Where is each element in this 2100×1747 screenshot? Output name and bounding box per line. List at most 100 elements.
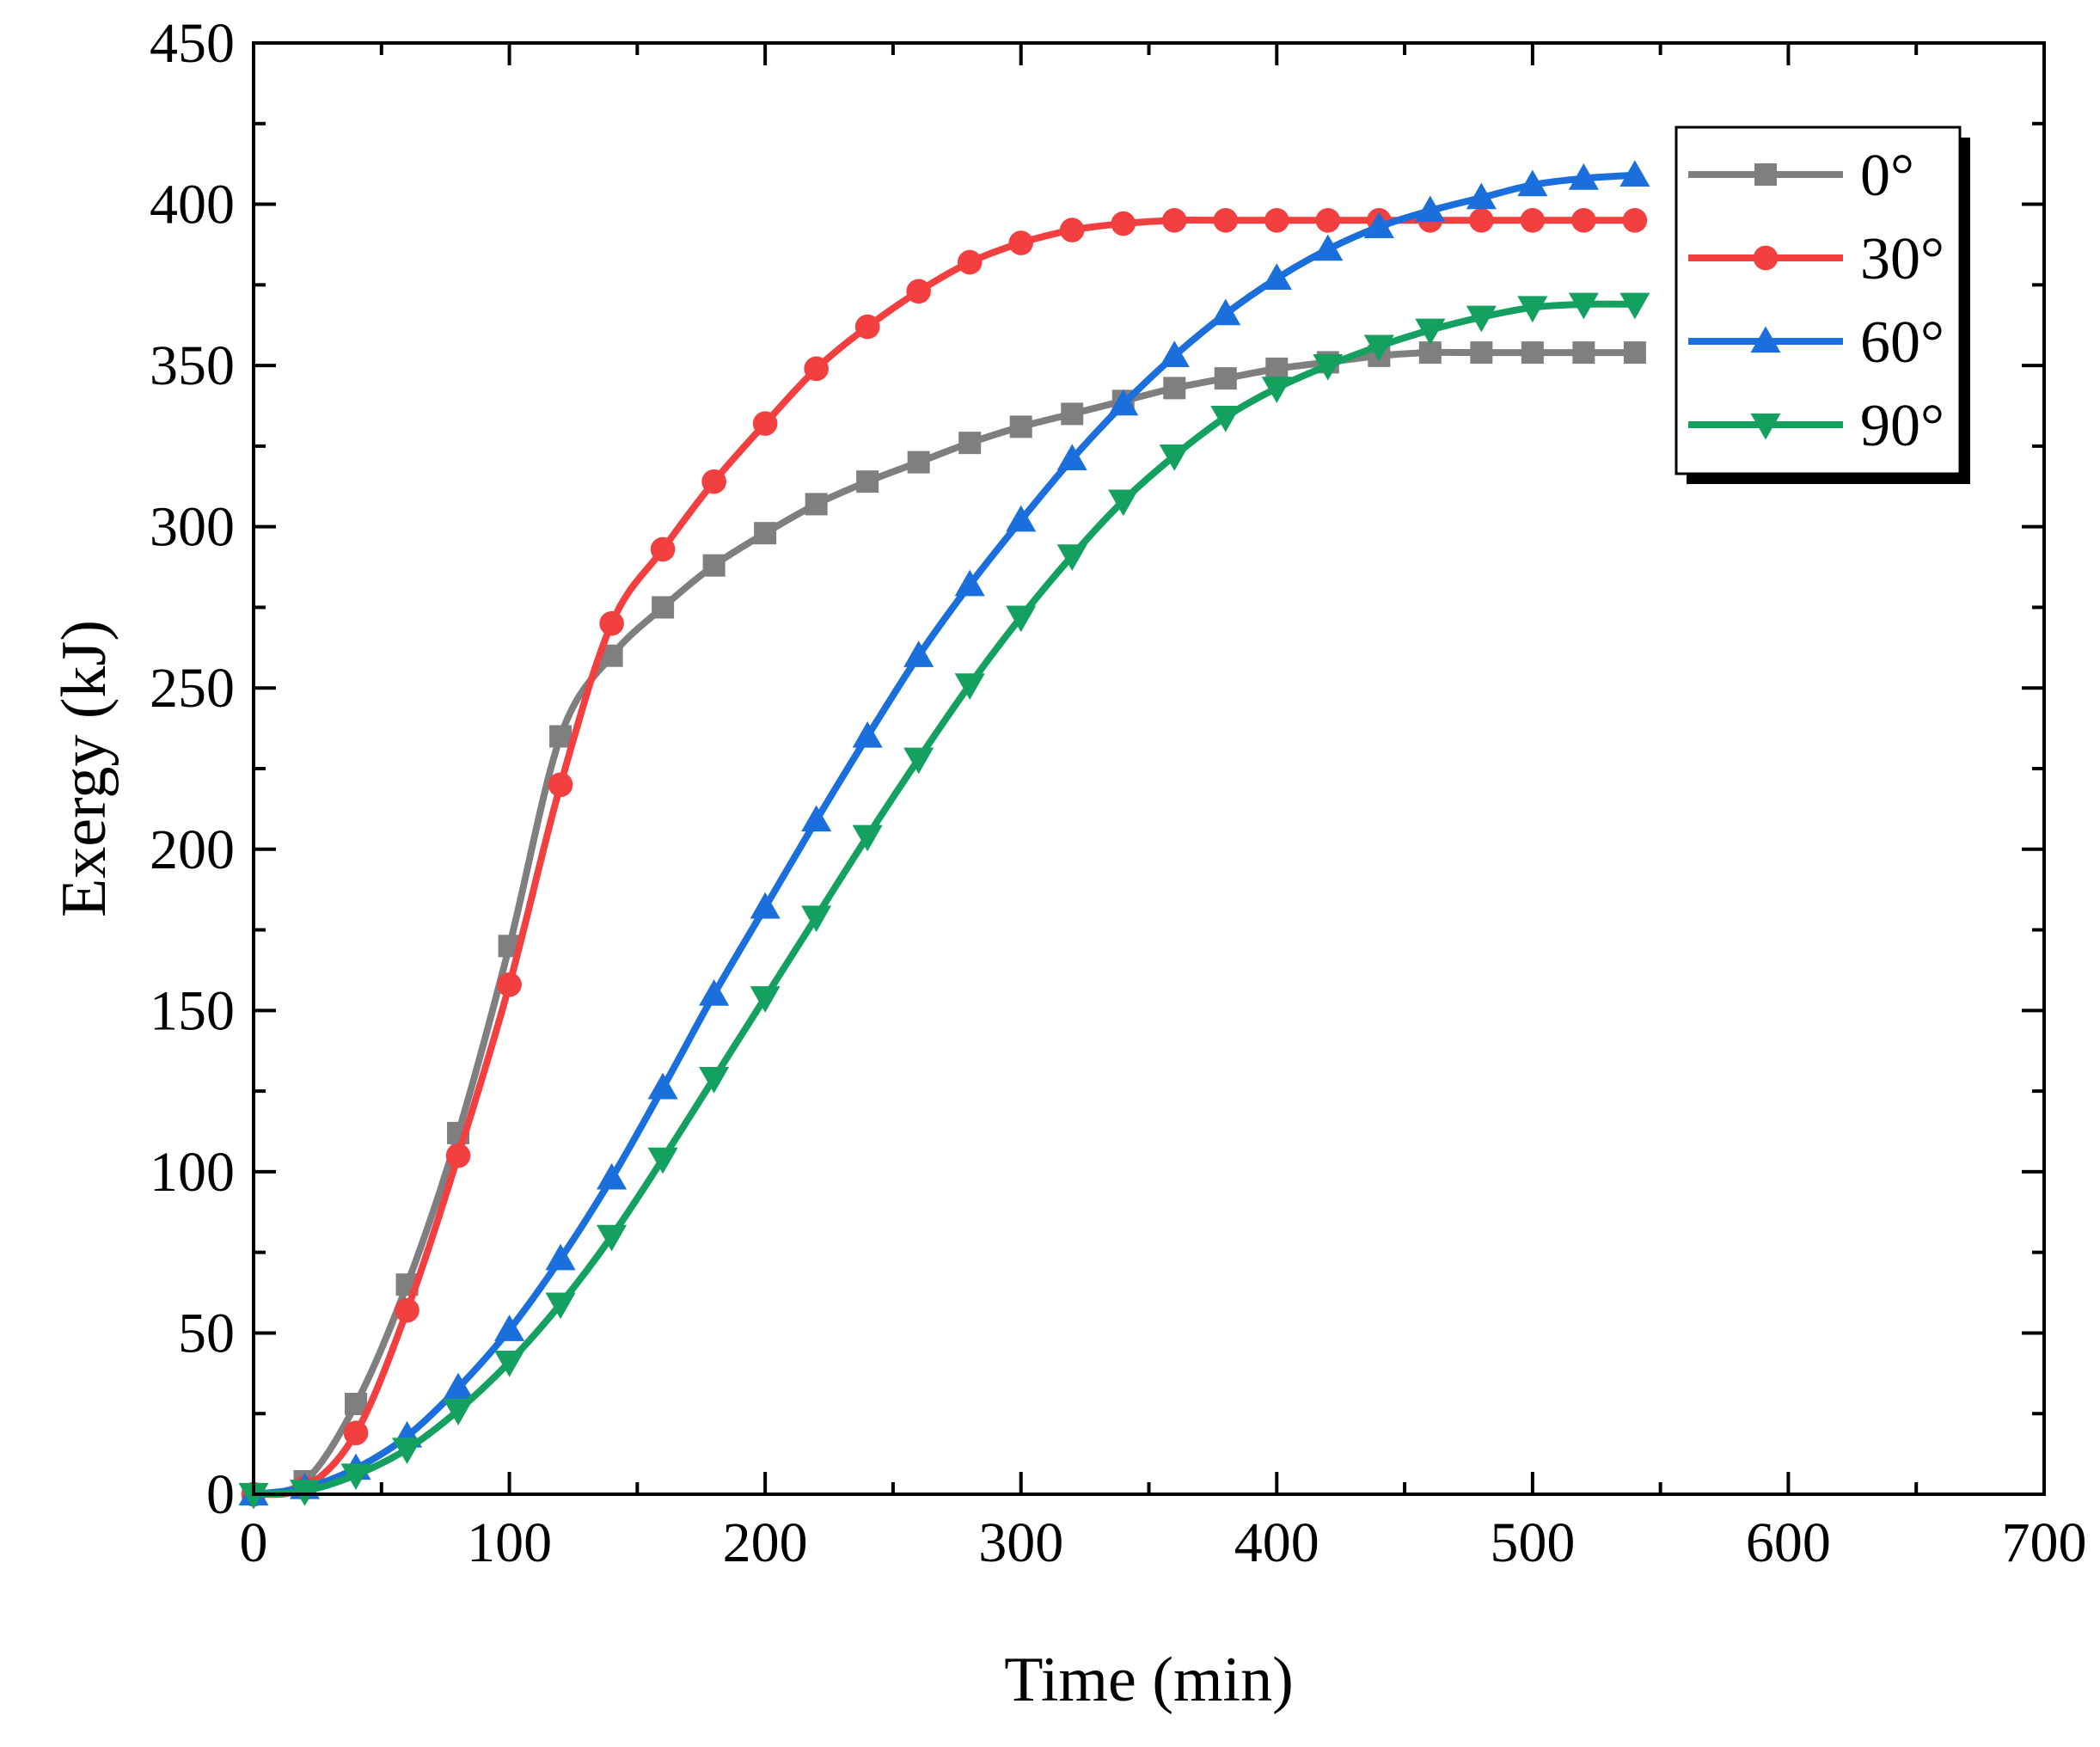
data-point [1061, 402, 1084, 426]
data-point [903, 641, 934, 667]
legend-marker [1754, 163, 1777, 186]
data-point [1517, 169, 1548, 197]
legend-label: 0° [1860, 143, 1914, 209]
data-point [1363, 211, 1394, 238]
data-point [545, 1243, 576, 1271]
legend-marker [1753, 245, 1779, 271]
y-tick-label: 400 [150, 174, 235, 236]
x-tick-label: 200 [723, 1511, 808, 1574]
y-tick-label: 50 [178, 1302, 235, 1364]
data-point [958, 432, 982, 455]
x-axis-label: Time (min) [1004, 1645, 1293, 1715]
data-point [1415, 318, 1446, 346]
data-point [1623, 341, 1646, 365]
data-point [954, 673, 985, 701]
y-tick-labels: 0 50 100 150 200 250 300 350 400 450 [150, 12, 235, 1526]
data-point [599, 610, 624, 636]
x-tick-label: 500 [1490, 1511, 1575, 1574]
series-line [250, 348, 1638, 1498]
data-point [445, 1143, 471, 1168]
data-point [1415, 195, 1446, 223]
data-point [752, 411, 778, 436]
data-point [1418, 341, 1442, 365]
data-point [650, 536, 676, 562]
data-point [852, 824, 883, 852]
data-point [856, 470, 879, 493]
y-tick-label: 450 [150, 12, 235, 75]
series-3 [238, 292, 1650, 1510]
data-point [854, 314, 880, 340]
legend-item: 0° [1688, 143, 1914, 209]
data-point [1619, 292, 1650, 320]
y-tick-label: 250 [150, 657, 235, 720]
legend-label: 30° [1860, 226, 1944, 292]
data-point [702, 554, 726, 577]
data-point [750, 986, 781, 1013]
data-point [1213, 208, 1239, 233]
legend-label: 90° [1860, 393, 1944, 459]
data-point [1214, 367, 1237, 390]
series-layer [238, 160, 1650, 1510]
data-point [1520, 208, 1546, 233]
data-point [805, 493, 828, 516]
data-point [1571, 208, 1596, 233]
data-point [1008, 230, 1034, 255]
x-tick-label: 700 [2002, 1511, 2087, 1574]
data-point [1264, 208, 1289, 233]
x-tick-label: 600 [1746, 1511, 1831, 1574]
data-point [1265, 357, 1289, 380]
data-point [1466, 305, 1497, 333]
data-point [652, 596, 675, 619]
data-point [1159, 340, 1190, 368]
data-point [1622, 208, 1648, 233]
data-point [1572, 341, 1595, 365]
data-point [1470, 341, 1493, 365]
series-2 [238, 160, 1650, 1506]
data-point [957, 249, 983, 275]
data-point [1163, 377, 1186, 400]
data-point [804, 356, 829, 382]
data-point [597, 1162, 628, 1190]
series-line [250, 300, 1638, 1498]
data-point [801, 905, 832, 933]
plot-area-frame [252, 41, 2046, 1496]
y-tick-label: 0 [206, 1463, 235, 1526]
x-tick-label: 100 [467, 1511, 552, 1574]
legend-box [1674, 126, 1962, 475]
data-point [1161, 208, 1187, 233]
data-point [907, 451, 930, 474]
series-0 [242, 341, 1646, 1505]
data-point [343, 1420, 369, 1446]
x-tick-label: 300 [978, 1511, 1063, 1574]
data-point [1568, 162, 1599, 190]
data-point [545, 1292, 576, 1320]
data-point [1108, 489, 1139, 517]
data-point [852, 720, 883, 748]
series-line [250, 171, 1638, 1498]
data-point [1056, 444, 1087, 471]
data-point [1210, 405, 1241, 432]
data-point [701, 469, 726, 494]
data-point [1006, 505, 1037, 532]
legend-item: 30° [1688, 226, 1944, 292]
data-point [1261, 263, 1292, 290]
data-point [1466, 182, 1497, 210]
y-tick-label: 150 [150, 979, 235, 1042]
data-point [395, 1297, 419, 1323]
data-point [801, 805, 832, 832]
data-point [647, 1072, 678, 1100]
data-point [1469, 208, 1494, 233]
data-point [699, 1066, 730, 1094]
y-tick-label: 100 [150, 1141, 235, 1204]
data-point [1059, 218, 1085, 242]
data-point [391, 1437, 423, 1465]
data-point [1313, 353, 1344, 381]
data-point [750, 892, 781, 919]
data-point [647, 1147, 678, 1174]
data-point [1517, 296, 1548, 323]
data-point [497, 972, 522, 997]
series-1 [241, 208, 1648, 1507]
data-point [1210, 298, 1241, 326]
legend-item: 90° [1688, 393, 1944, 459]
data-point [954, 569, 985, 597]
